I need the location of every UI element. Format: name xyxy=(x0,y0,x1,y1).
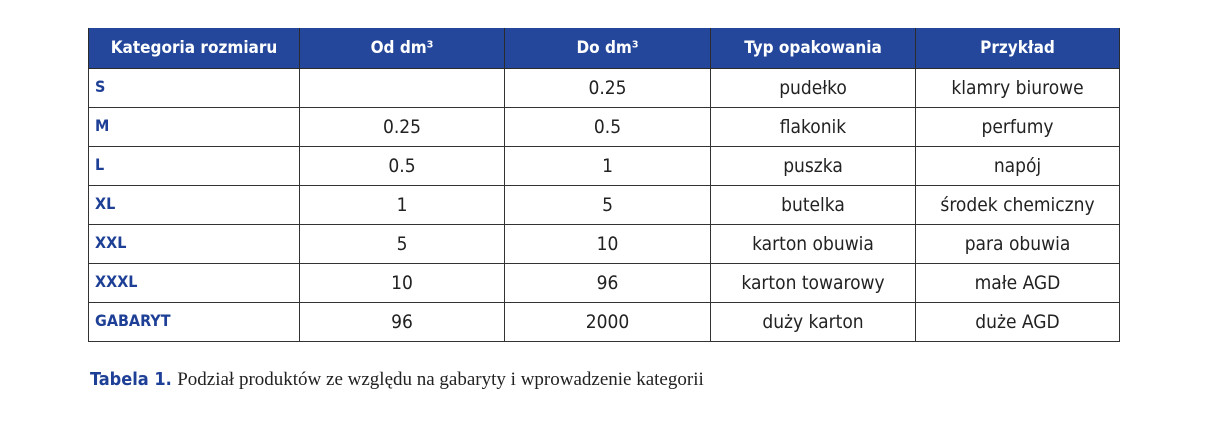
header-cell: Od dm³ xyxy=(299,28,505,69)
caption-text: Podział produktów ze względu na gabaryty… xyxy=(177,369,704,390)
table-row: XXXL 10 96 karton towarowy małe AGD xyxy=(88,263,1120,303)
table-cell: środek chemiczny xyxy=(915,185,1120,225)
category-cell: XXL xyxy=(88,224,300,264)
table-row: GABARYT 96 2000 duży karton duże AGD xyxy=(88,302,1120,342)
table-cell: karton towarowy xyxy=(710,263,916,303)
table-body: S 0.25 pudełko klamry biurowe M 0.25 0.5 flakon… xyxy=(88,68,1120,342)
category-cell: S xyxy=(88,68,300,108)
category-cell: GABARYT xyxy=(88,302,300,342)
table-cell: 2000 xyxy=(504,302,711,342)
table-row: XXL 5 10 karton obuwia para obuwia xyxy=(88,224,1120,264)
table-cell: perfumy xyxy=(915,107,1120,147)
table-cell: 96 xyxy=(299,302,505,342)
table-cell: 1 xyxy=(299,185,505,225)
table-cell: 0.5 xyxy=(504,107,711,147)
category-cell: L xyxy=(88,146,300,186)
table-cell: 5 xyxy=(299,224,505,264)
caption-label: Tabela 1. xyxy=(90,369,172,390)
table-row: M 0.25 0.5 flakonik perfumy xyxy=(88,107,1120,147)
table-cell: 10 xyxy=(504,224,711,264)
table-cell: flakonik xyxy=(710,107,916,147)
table-cell: puszka xyxy=(710,146,916,186)
header-cell: Do dm³ xyxy=(504,28,711,69)
caption: Tabela 1. Podział produktów ze względu n… xyxy=(90,368,704,391)
table-cell xyxy=(299,68,505,108)
table-cell: para obuwia xyxy=(915,224,1120,264)
table-cell: karton obuwia xyxy=(710,224,916,264)
header-cell: Typ opakowania xyxy=(710,28,916,69)
category-cell: XL xyxy=(88,185,300,225)
table-cell: 0.25 xyxy=(504,68,711,108)
header-cell: Przykład xyxy=(915,28,1120,69)
table-cell: małe AGD xyxy=(915,263,1120,303)
table-cell: duże AGD xyxy=(915,302,1120,342)
table-cell: pudełko xyxy=(710,68,916,108)
table-cell: 1 xyxy=(504,146,711,186)
table-row: L 0.5 1 puszka napój xyxy=(88,146,1120,186)
table-cell: 0.25 xyxy=(299,107,505,147)
table-cell: butelka xyxy=(710,185,916,225)
header-cell: Kategoria rozmiaru xyxy=(88,28,300,69)
table-row: S 0.25 pudełko klamry biurowe xyxy=(88,68,1120,108)
category-cell: M xyxy=(88,107,300,147)
table-cell: klamry biurowe xyxy=(915,68,1120,108)
table-cell: 10 xyxy=(299,263,505,303)
table-row: XL 1 5 butelka środek chemiczny xyxy=(88,185,1120,225)
size-table: Kategoria rozmiaru Od dm³ Do dm³ Typ opakow… xyxy=(88,28,1120,342)
table-cell: 5 xyxy=(504,185,711,225)
table-cell: duży karton xyxy=(710,302,916,342)
header-row: Kategoria rozmiaru Od dm³ Do dm³ Typ opakow… xyxy=(88,28,1120,69)
table-cell: 0.5 xyxy=(299,146,505,186)
category-cell: XXXL xyxy=(88,263,300,303)
table-cell: napój xyxy=(915,146,1120,186)
table-cell: 96 xyxy=(504,263,711,303)
